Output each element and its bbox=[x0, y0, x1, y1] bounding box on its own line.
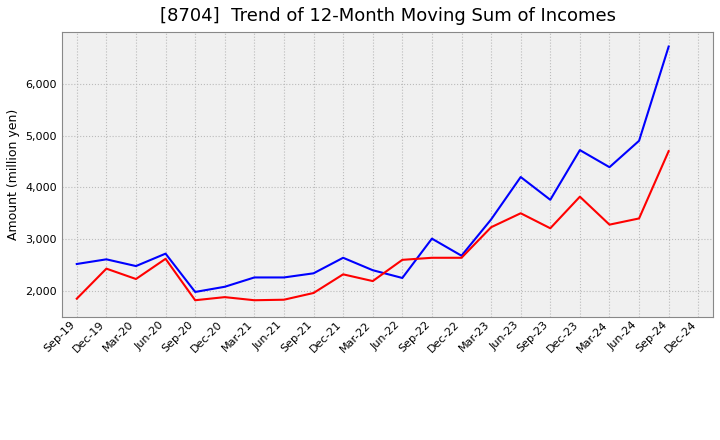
Net Income bbox=[161, 256, 170, 261]
Line: Ordinary Income: Ordinary Income bbox=[77, 47, 669, 292]
Net Income bbox=[487, 224, 495, 230]
Ordinary Income bbox=[309, 271, 318, 276]
Net Income bbox=[457, 255, 466, 260]
Ordinary Income bbox=[398, 275, 407, 281]
Net Income bbox=[635, 216, 644, 221]
Net Income bbox=[191, 297, 199, 303]
Line: Net Income: Net Income bbox=[77, 151, 669, 300]
Net Income bbox=[309, 290, 318, 296]
Net Income bbox=[220, 294, 229, 300]
Ordinary Income bbox=[161, 251, 170, 256]
Net Income bbox=[428, 255, 436, 260]
Ordinary Income bbox=[428, 236, 436, 241]
Net Income bbox=[250, 297, 258, 303]
Ordinary Income bbox=[575, 147, 584, 153]
Ordinary Income bbox=[220, 284, 229, 290]
Net Income bbox=[369, 279, 377, 284]
Net Income bbox=[546, 226, 554, 231]
Ordinary Income bbox=[279, 275, 288, 280]
Net Income bbox=[605, 222, 613, 227]
Ordinary Income bbox=[457, 253, 466, 258]
Net Income bbox=[132, 276, 140, 282]
Ordinary Income bbox=[605, 165, 613, 170]
Net Income bbox=[339, 272, 348, 277]
Ordinary Income bbox=[546, 197, 554, 202]
Ordinary Income bbox=[132, 264, 140, 269]
Ordinary Income bbox=[339, 255, 348, 260]
Ordinary Income bbox=[487, 217, 495, 222]
Net Income bbox=[575, 194, 584, 199]
Ordinary Income bbox=[516, 174, 525, 180]
Net Income bbox=[665, 148, 673, 154]
Ordinary Income bbox=[635, 138, 644, 143]
Net Income bbox=[279, 297, 288, 302]
Net Income bbox=[398, 257, 407, 263]
Ordinary Income bbox=[102, 257, 111, 262]
Ordinary Income bbox=[665, 44, 673, 49]
Ordinary Income bbox=[369, 268, 377, 273]
Net Income bbox=[516, 211, 525, 216]
Title: [8704]  Trend of 12-Month Moving Sum of Incomes: [8704] Trend of 12-Month Moving Sum of I… bbox=[160, 7, 616, 25]
Ordinary Income bbox=[191, 290, 199, 295]
Y-axis label: Amount (million yen): Amount (million yen) bbox=[7, 109, 20, 240]
Ordinary Income bbox=[73, 261, 81, 267]
Ordinary Income bbox=[250, 275, 258, 280]
Net Income bbox=[102, 266, 111, 271]
Net Income bbox=[73, 296, 81, 301]
